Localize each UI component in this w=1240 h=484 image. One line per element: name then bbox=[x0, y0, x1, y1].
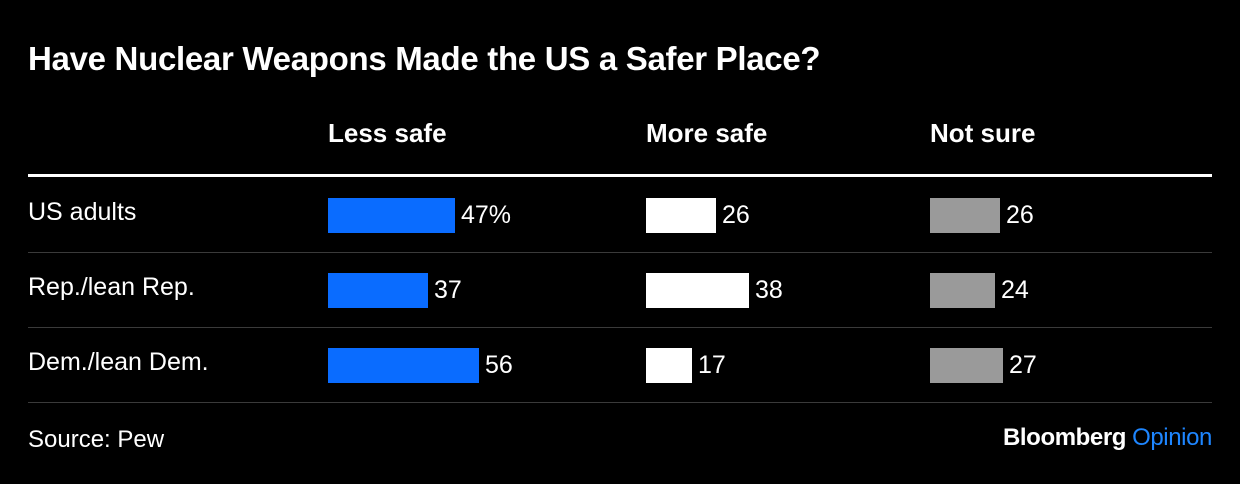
source-note: Source: Pew bbox=[28, 426, 165, 453]
row-divider bbox=[28, 402, 1212, 403]
bar-more-safe bbox=[646, 273, 749, 308]
data-label: 17 bbox=[698, 351, 726, 379]
bar-less-safe bbox=[328, 198, 455, 233]
data-label: 47% bbox=[461, 201, 512, 229]
data-label: 26 bbox=[722, 201, 750, 229]
brand-name: Bloomberg bbox=[1002, 424, 1127, 451]
data-label: 38 bbox=[755, 276, 783, 304]
row-label: US adults bbox=[28, 198, 137, 226]
header-rule bbox=[28, 174, 1212, 177]
bar-less-safe bbox=[328, 348, 479, 383]
column-header-less-safe: Less safe bbox=[328, 118, 447, 148]
data-label: 56 bbox=[485, 351, 513, 379]
data-label: 26 bbox=[1006, 201, 1034, 229]
bar-more-safe bbox=[646, 348, 692, 383]
column-header-not-sure: Not sure bbox=[930, 118, 1036, 148]
bar-less-safe bbox=[328, 273, 428, 308]
data-label: 24 bbox=[1001, 276, 1029, 304]
bar-not-sure bbox=[930, 198, 1000, 233]
bar-not-sure bbox=[930, 348, 1003, 383]
bar-not-sure bbox=[930, 273, 995, 308]
bar-more-safe bbox=[646, 198, 716, 233]
row-label: Dem./lean Dem. bbox=[28, 348, 209, 376]
row-divider bbox=[28, 327, 1212, 328]
chart-title: Have Nuclear Weapons Made the US a Safer… bbox=[28, 40, 821, 77]
column-header-more-safe: More safe bbox=[646, 118, 768, 148]
data-label: 27 bbox=[1009, 351, 1037, 379]
row-label: Rep./lean Rep. bbox=[28, 273, 195, 301]
data-label: 37 bbox=[434, 276, 462, 304]
brand-logo: Bloomberg Opinion bbox=[1003, 424, 1212, 452]
brand-suffix: Opinion bbox=[1132, 424, 1212, 451]
row-divider bbox=[28, 252, 1212, 253]
